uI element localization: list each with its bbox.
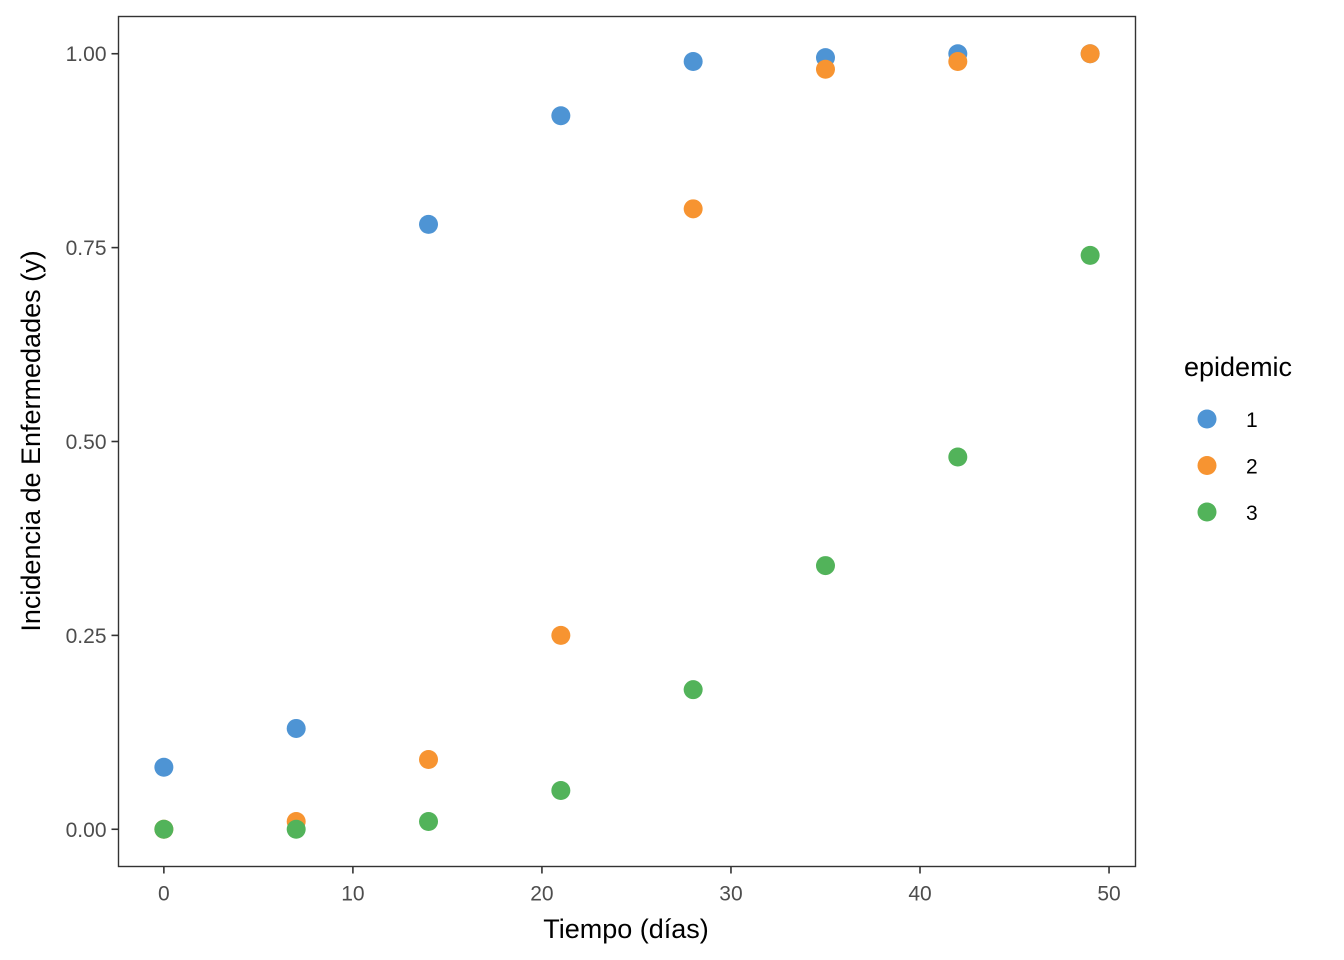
legend-label-epidemic-1: 1 [1246, 409, 1258, 432]
y-tick-label: 0.00 [66, 819, 107, 842]
data-point-epidemic-1 [154, 757, 174, 777]
data-point-epidemic-1 [419, 214, 439, 234]
data-point-epidemic-2 [419, 749, 439, 769]
data-point-epidemic-2 [948, 51, 968, 71]
data-point-epidemic-3 [815, 556, 835, 576]
data-point-epidemic-1 [683, 51, 703, 71]
legend-key-epidemic-3 [1197, 502, 1217, 522]
data-point-epidemic-3 [683, 680, 703, 700]
x-tick-label: 0 [158, 883, 170, 906]
legend-label-epidemic-3: 3 [1246, 502, 1258, 525]
x-tick-label: 50 [1097, 883, 1120, 906]
legend-key-epidemic-1 [1197, 409, 1217, 429]
legend-label-epidemic-2: 2 [1246, 456, 1258, 479]
data-point-epidemic-3 [419, 812, 439, 832]
data-point-epidemic-3 [1080, 245, 1100, 265]
y-tick-label: 0.25 [66, 625, 107, 648]
data-point-epidemic-1 [286, 718, 306, 738]
data-point-epidemic-1 [551, 106, 571, 126]
y-tick-label: 0.50 [66, 431, 107, 454]
data-point-epidemic-2 [1080, 44, 1100, 64]
x-tick-label: 30 [719, 883, 742, 906]
plot-panel [117, 15, 1137, 868]
data-point-epidemic-2 [683, 199, 703, 219]
x-axis: 0 10 20 30 40 50 [158, 866, 1121, 906]
data-point-epidemic-3 [948, 447, 968, 467]
x-axis-title: Tiempo (días) [543, 914, 709, 944]
legend-key-epidemic-2 [1197, 456, 1217, 475]
data-point-epidemic-3 [286, 819, 306, 839]
legend: epidemic 1 2 3 [1184, 352, 1292, 525]
data-point-epidemic-2 [815, 59, 835, 79]
data-point-epidemic-3 [154, 819, 174, 839]
data-point-epidemic-2 [551, 625, 571, 645]
data-points [154, 44, 1100, 839]
x-tick-label: 20 [530, 883, 553, 906]
y-tick-label: 0.75 [66, 237, 107, 260]
legend-title: epidemic [1184, 352, 1292, 382]
data-point-epidemic-3 [551, 780, 571, 800]
x-tick-label: 10 [341, 883, 364, 906]
x-tick-label: 40 [908, 883, 931, 906]
y-axis: 0.00 0.25 0.50 0.75 1.00 [66, 43, 119, 842]
y-axis-title: Incidencia de Enfermedades (y) [16, 250, 46, 631]
y-tick-label: 1.00 [66, 43, 107, 66]
